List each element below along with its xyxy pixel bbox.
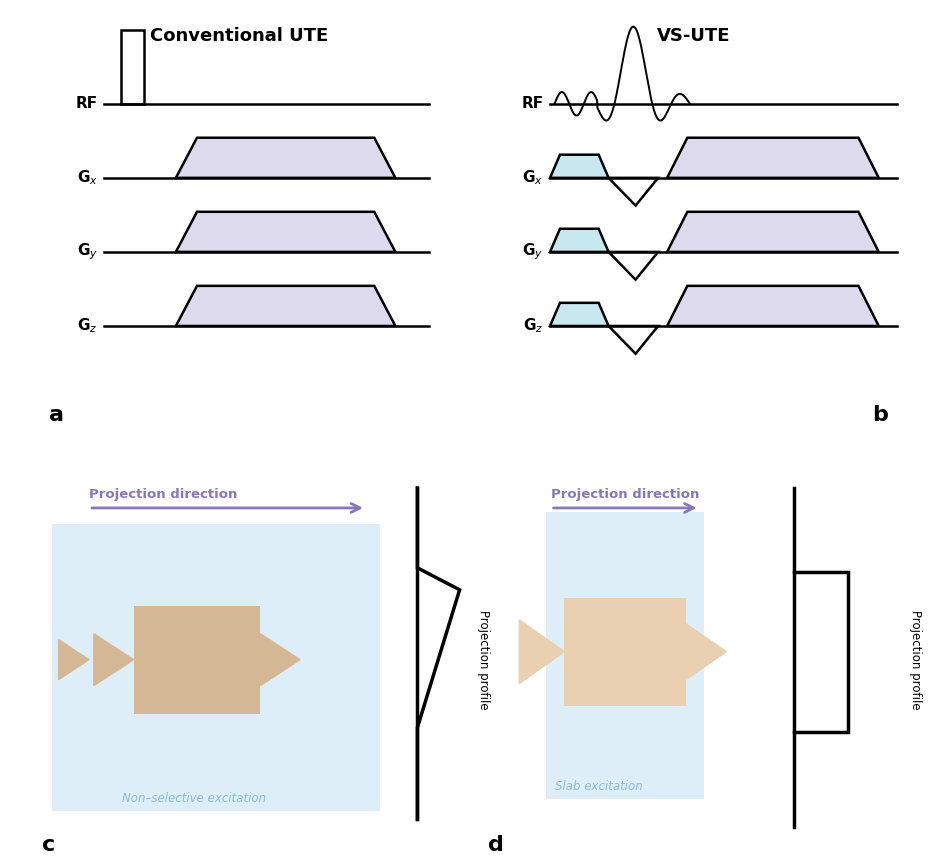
Text: b: b xyxy=(871,404,887,424)
Polygon shape xyxy=(261,634,300,686)
Text: G$_x$: G$_x$ xyxy=(522,168,543,187)
Polygon shape xyxy=(667,286,879,326)
Polygon shape xyxy=(550,229,609,252)
Polygon shape xyxy=(58,640,89,680)
Text: G$_z$: G$_z$ xyxy=(77,317,98,335)
Text: a: a xyxy=(49,404,64,424)
Polygon shape xyxy=(550,303,609,326)
Text: RF: RF xyxy=(522,96,543,111)
Text: Projection direction: Projection direction xyxy=(89,488,237,501)
Polygon shape xyxy=(520,620,565,684)
Text: G$_y$: G$_y$ xyxy=(522,241,543,262)
Text: Projection profile: Projection profile xyxy=(909,610,922,709)
Polygon shape xyxy=(667,212,879,252)
Text: Projection profile: Projection profile xyxy=(477,610,490,709)
Polygon shape xyxy=(121,30,144,104)
Text: G$_y$: G$_y$ xyxy=(77,241,98,262)
Text: d: d xyxy=(488,835,504,855)
Polygon shape xyxy=(609,252,658,279)
Text: Projection direction: Projection direction xyxy=(551,488,699,501)
Text: G$_x$: G$_x$ xyxy=(77,168,98,187)
Bar xyxy=(52,524,380,812)
Text: Conventional UTE: Conventional UTE xyxy=(150,27,328,44)
Text: Slab excitation: Slab excitation xyxy=(555,780,643,793)
Polygon shape xyxy=(94,634,134,686)
Text: VS-UTE: VS-UTE xyxy=(658,27,731,44)
Text: c: c xyxy=(42,835,55,855)
Polygon shape xyxy=(176,138,395,178)
Polygon shape xyxy=(176,212,395,252)
Polygon shape xyxy=(550,155,609,178)
Bar xyxy=(565,598,686,706)
Polygon shape xyxy=(609,178,658,206)
Polygon shape xyxy=(176,286,395,326)
Text: RF: RF xyxy=(76,96,98,111)
Text: Non–selective excitation: Non–selective excitation xyxy=(122,792,266,806)
Bar xyxy=(134,606,261,713)
Polygon shape xyxy=(667,138,879,178)
Polygon shape xyxy=(609,326,658,354)
Polygon shape xyxy=(686,624,726,680)
Text: G$_z$: G$_z$ xyxy=(522,317,543,335)
Bar xyxy=(546,512,704,799)
